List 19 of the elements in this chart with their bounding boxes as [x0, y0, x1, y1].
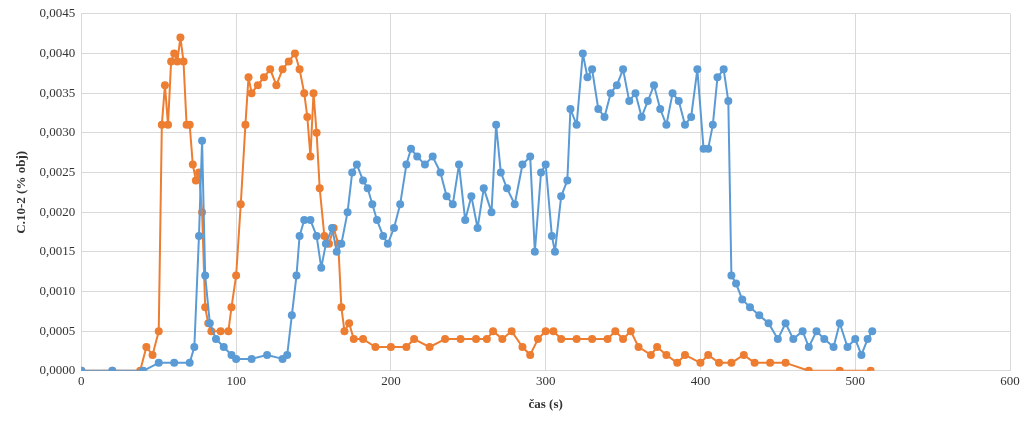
- y-tick-label: 0,0015: [39, 243, 76, 259]
- y-tick-label: 0,0005: [39, 322, 76, 338]
- y-tick-label: 0,0040: [39, 44, 76, 60]
- x-axis-title: čas (s): [528, 395, 563, 411]
- y-axis-title: C.10-2 (% obj): [13, 150, 29, 234]
- y-tick-label: 0,0030: [39, 124, 76, 140]
- x-tick-label: 500: [845, 373, 865, 389]
- y-tick-label: 0,0025: [39, 163, 76, 179]
- y-tick-label: 0,0035: [39, 84, 76, 100]
- x-tick-label: 400: [690, 373, 711, 389]
- y-tick-label: 0,0000: [39, 362, 76, 378]
- y-tick-label: 0,0020: [39, 203, 76, 219]
- x-tick-label: 600: [1000, 373, 1020, 389]
- x-tick-label: 0: [78, 373, 85, 389]
- x-tick-label: 100: [226, 373, 246, 389]
- x-tick-label: 300: [535, 373, 556, 389]
- y-tick-label: 0,0010: [39, 282, 76, 298]
- y-tick-label: 0,0045: [39, 5, 76, 21]
- x-tick-label: 200: [381, 373, 401, 389]
